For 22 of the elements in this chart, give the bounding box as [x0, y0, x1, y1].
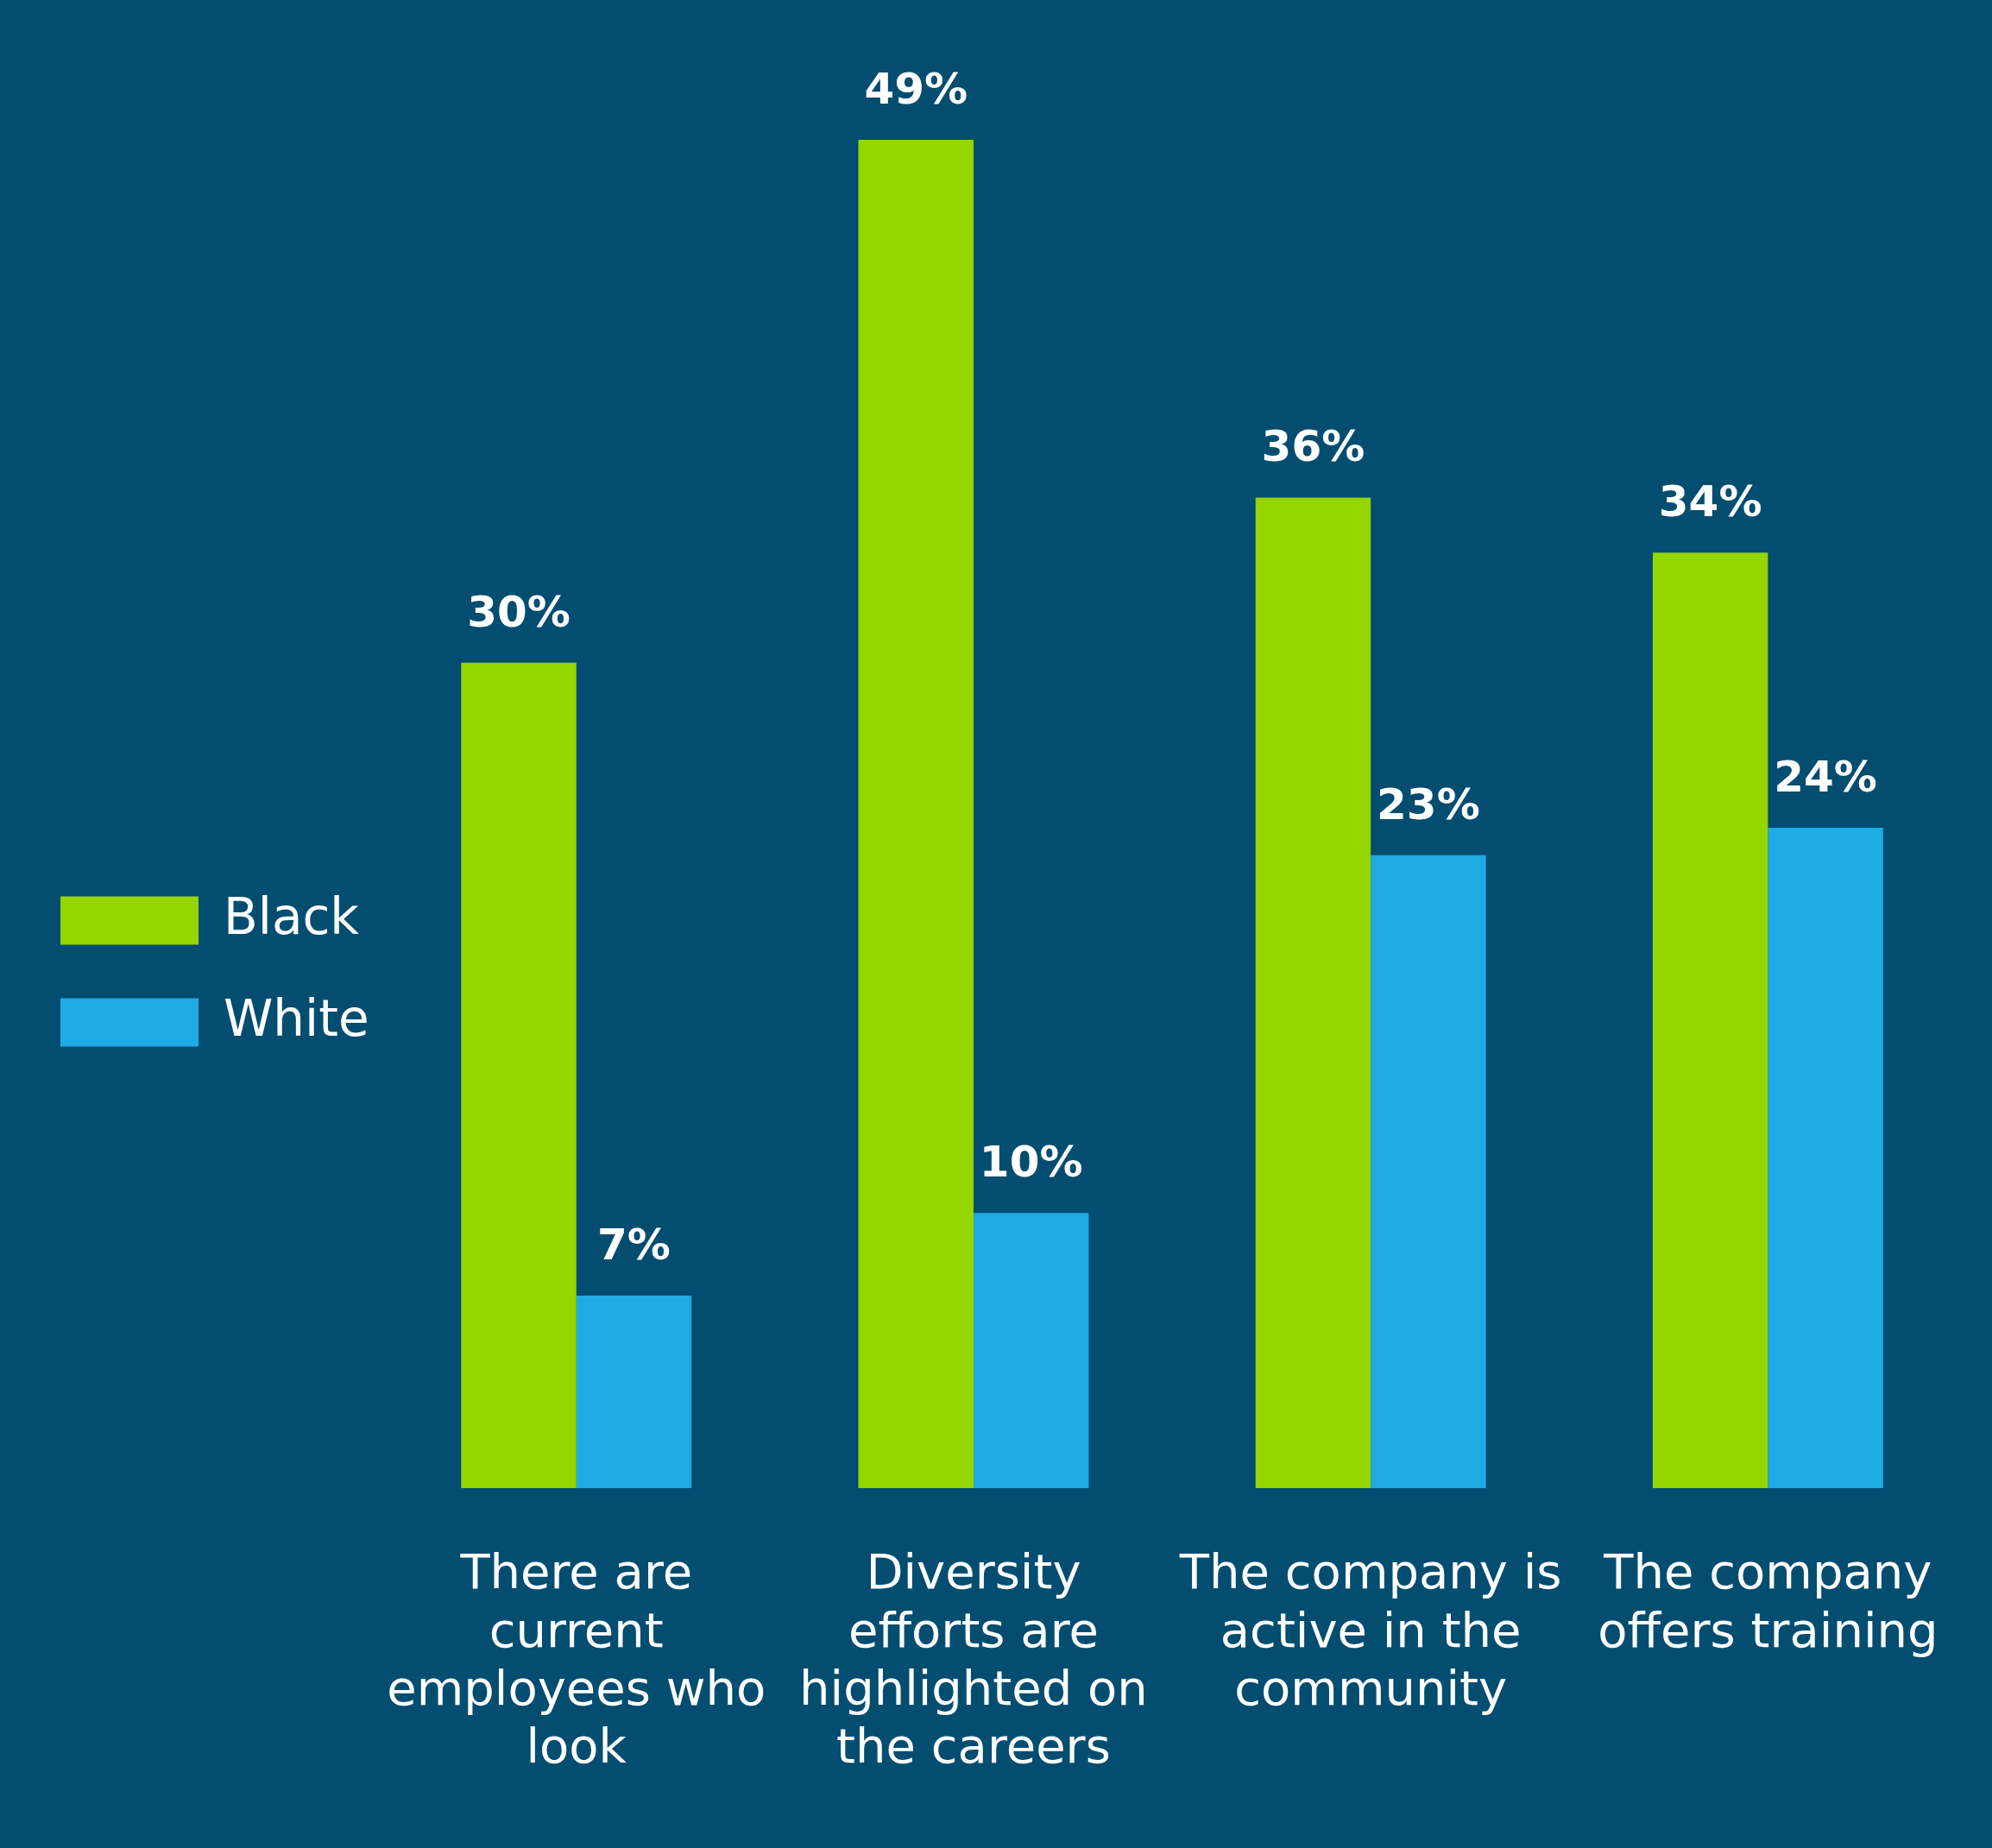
bar — [1371, 855, 1486, 1489]
data-label: 30% — [467, 586, 570, 637]
data-label: 49% — [864, 63, 968, 114]
legend-label: Black — [224, 886, 360, 946]
bar — [461, 662, 577, 1489]
x-tick-label: The company is active in the community — [1178, 1543, 1562, 1716]
data-label: 24% — [1774, 751, 1877, 802]
x-tick-label: The company offers training — [1598, 1543, 1938, 1658]
bar — [1255, 497, 1371, 1489]
data-label: 34% — [1658, 476, 1762, 527]
bar — [1768, 827, 1883, 1489]
x-tick-label: Diversity efforts are highlighted on the careers — [799, 1543, 1148, 1774]
bar — [858, 139, 974, 1489]
bar — [1652, 552, 1768, 1489]
bar — [973, 1213, 1089, 1489]
bar — [576, 1296, 692, 1489]
data-label: 36% — [1261, 421, 1365, 472]
data-label: 10% — [979, 1137, 1083, 1188]
data-label: 23% — [1377, 779, 1480, 829]
data-label: 7% — [597, 1220, 671, 1270]
legend-label: White — [224, 988, 369, 1048]
x-tick-label: There are current employees who look — [387, 1543, 766, 1774]
